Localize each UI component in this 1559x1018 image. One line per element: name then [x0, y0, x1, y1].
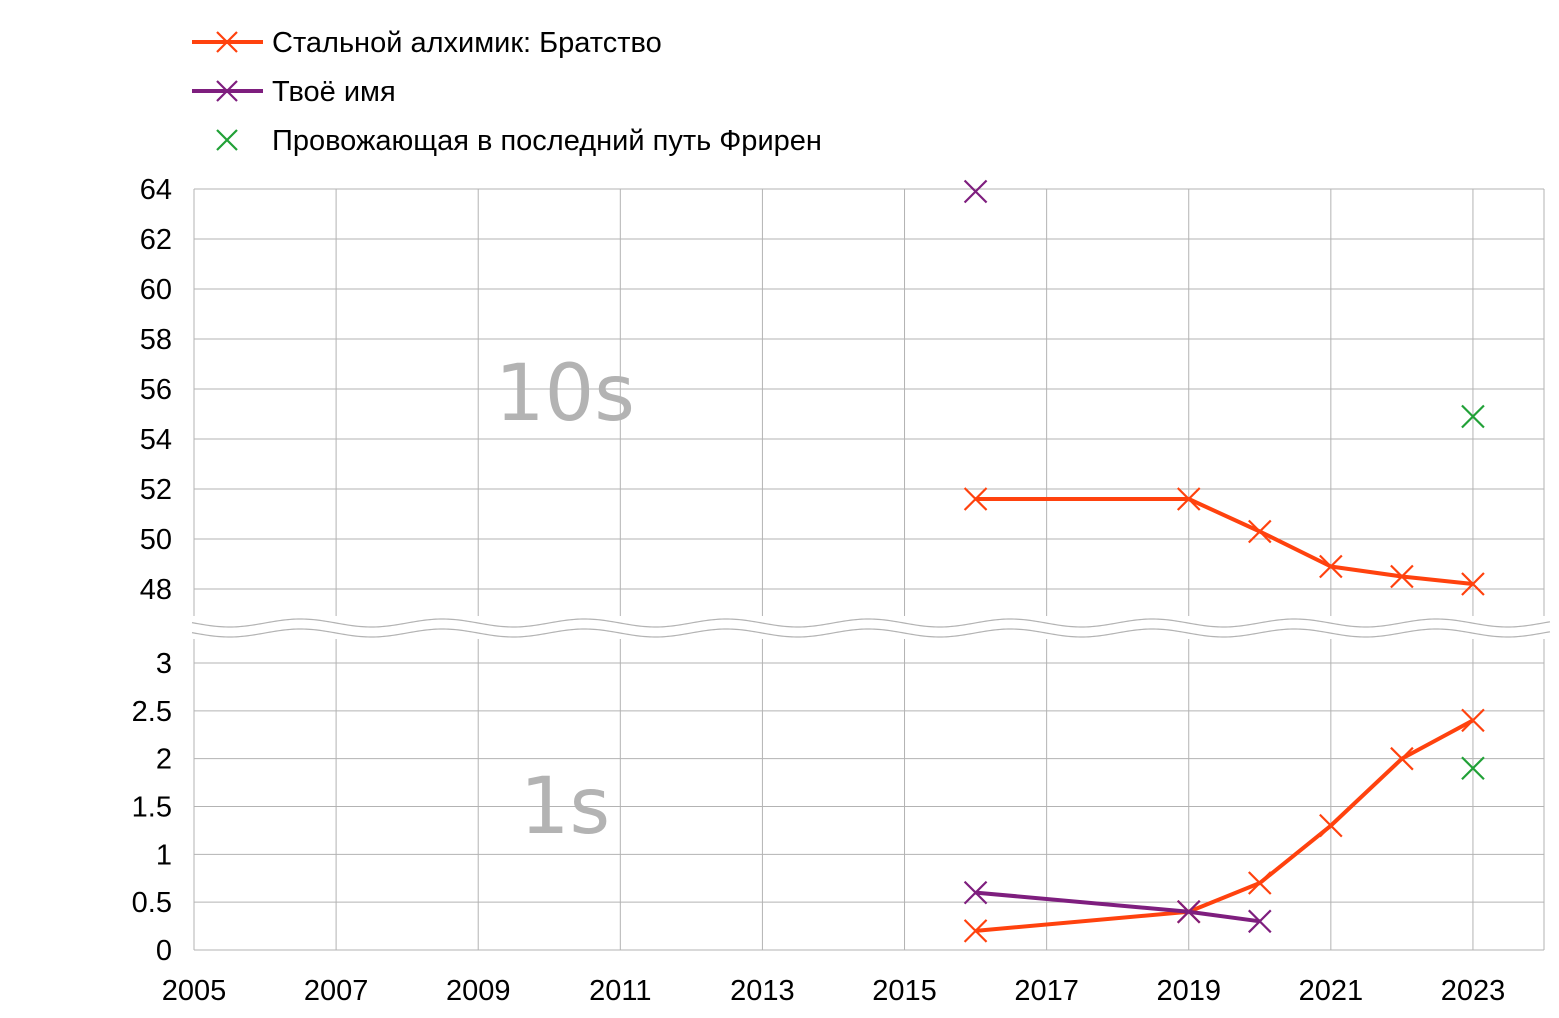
- series: [963, 179, 988, 204]
- data-point: [1461, 572, 1485, 596]
- data-point: [1390, 746, 1414, 771]
- panel-label: 10s: [495, 349, 635, 439]
- series: [1461, 404, 1485, 429]
- legend-entry: Провожающая в последний путь Фрирен: [216, 125, 822, 157]
- y-tick-label: 1.5: [132, 792, 172, 824]
- y-tick-label: 48: [140, 574, 172, 606]
- x-tick-label: 2011: [589, 975, 651, 1007]
- x-axis: 2005 2007 2009 2011 2013 2015 2017 2019 2021 2023: [162, 975, 1505, 1007]
- x-tick-label: 2009: [446, 975, 511, 1007]
- x-tick-label: 2015: [872, 975, 937, 1007]
- y-tick-label: 64: [140, 174, 172, 206]
- data-point: [963, 179, 988, 204]
- data-point: [963, 919, 988, 943]
- x-tick-label: 2021: [1299, 975, 1364, 1007]
- data-point: [1319, 554, 1343, 579]
- series-line: [975, 718, 1474, 933]
- x-tick-label: 2023: [1441, 975, 1506, 1007]
- y-tick-label: 0: [156, 935, 172, 967]
- y-tick-label: 56: [140, 374, 172, 406]
- data-point: [1248, 871, 1272, 895]
- y-tick-label: 0.5: [132, 887, 172, 919]
- y-tick-label: 52: [140, 474, 172, 506]
- data-point: [1390, 564, 1414, 589]
- data-point: [1248, 909, 1272, 934]
- break-gap: [192, 618, 1550, 638]
- data-point: [1319, 813, 1343, 838]
- break-line: [191, 628, 1551, 638]
- series: [963, 487, 1485, 596]
- series: [1461, 756, 1485, 781]
- series: [963, 880, 1272, 934]
- legend-marker-icon: [216, 129, 238, 151]
- x-tick-label: 2019: [1156, 975, 1221, 1007]
- legend-label: Твоё имя: [272, 76, 396, 108]
- legend-entry: Стальной алхимик: Братство: [192, 27, 662, 59]
- legend-entry: Твоё имя: [192, 76, 396, 108]
- legend-marker-icon: [216, 80, 238, 102]
- y-tick-label: 62: [140, 224, 172, 256]
- legend-marker-icon: [216, 31, 238, 53]
- y-tick-label: 2.5: [132, 696, 172, 728]
- y-tick-label: 1: [156, 839, 172, 871]
- y-tick-label: 50: [140, 524, 172, 556]
- legend-label: Провожающая в последний путь Фрирен: [272, 125, 822, 157]
- data-point: [1461, 404, 1485, 429]
- data-point: [963, 487, 988, 511]
- data-point: [1248, 519, 1272, 544]
- y-tick-label: 54: [140, 424, 172, 456]
- data-point: [1461, 708, 1485, 733]
- series: [963, 708, 1485, 943]
- x-tick-label: 2005: [162, 975, 227, 1007]
- axis-break: [191, 618, 1551, 638]
- panel-label: 1s: [520, 762, 610, 852]
- data-point: [1176, 899, 1201, 924]
- data-point: [1461, 756, 1485, 781]
- data-point: [1176, 487, 1201, 511]
- y-tick-label: 2: [156, 744, 172, 776]
- legend-label: Стальной алхимик: Братство: [272, 27, 662, 59]
- x-tick-label: 2013: [730, 975, 795, 1007]
- y-tick-label: 3: [156, 648, 172, 680]
- panel-10s: 48 50 52 54 56 58 60 62 64 10s: [140, 174, 1545, 616]
- y-tick-label: 58: [140, 324, 172, 356]
- y-tick-label: 60: [140, 274, 172, 306]
- x-tick-label: 2007: [304, 975, 369, 1007]
- panel-1s: 0 0.5 1 1.5 2 2.5 3 1s: [132, 639, 1545, 967]
- legend: Стальной алхимик: Братство Твоё имя Провож…: [192, 27, 822, 157]
- series-line: [975, 497, 1474, 586]
- break-line: [191, 618, 1551, 628]
- data-point: [963, 880, 988, 905]
- x-tick-label: 2017: [1014, 975, 1079, 1007]
